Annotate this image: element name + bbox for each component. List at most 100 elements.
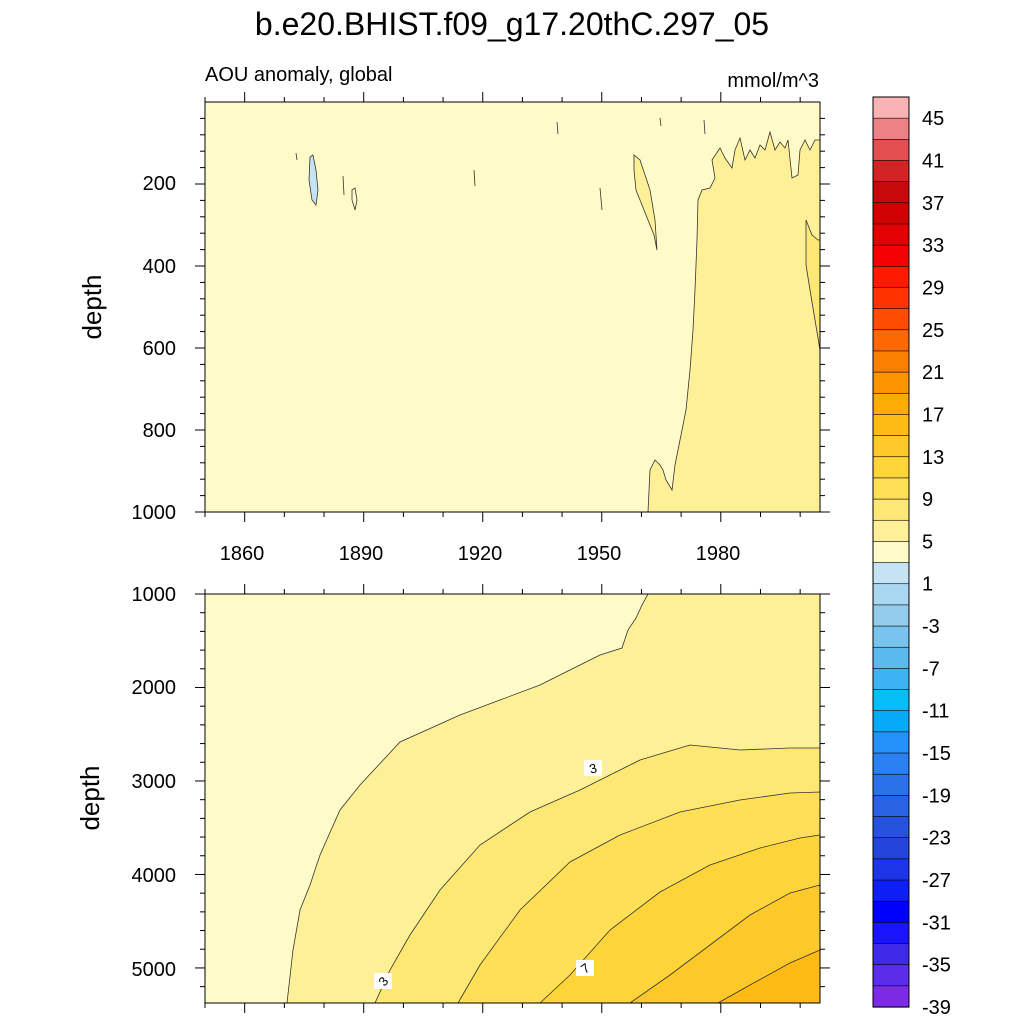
top-contour-mark xyxy=(703,119,706,135)
y-tick-label: 800 xyxy=(143,420,176,442)
bottom-y-axis-label: depth xyxy=(75,765,105,830)
top-y-axis-label: depth xyxy=(77,274,107,339)
colorbar-cell xyxy=(872,625,910,648)
top-contour-mark xyxy=(342,175,345,196)
y-tick-label: 1000 xyxy=(132,502,177,524)
colorbar-cell xyxy=(872,371,910,394)
panel-subtitle: AOU anomaly, global xyxy=(205,64,393,86)
contour-label-text: 3 xyxy=(588,760,599,776)
colorbar-cell xyxy=(872,96,910,119)
colorbar-label: 21 xyxy=(922,362,944,384)
top-contour-blob xyxy=(351,187,358,211)
colorbar-cell xyxy=(872,160,910,183)
top-ytick-labels: 200 400 600 800 1000 xyxy=(132,173,177,524)
colorbar-cell xyxy=(872,244,910,267)
colorbar-cell xyxy=(872,858,910,881)
colorbar-cell xyxy=(872,689,910,712)
colorbar-label: -39 xyxy=(922,997,951,1019)
colorbar-label: 41 xyxy=(922,150,944,172)
colorbar-cell xyxy=(872,964,910,987)
colorbar-cell xyxy=(872,879,910,902)
colorbar-cell xyxy=(872,266,910,289)
y-tick-label: 3000 xyxy=(132,771,177,793)
top-contour-mark xyxy=(556,121,559,135)
colorbar-cell xyxy=(872,562,910,585)
colorbar-cell xyxy=(872,350,910,373)
top-warm-patch xyxy=(633,154,658,251)
colorbar-cell xyxy=(872,541,910,564)
colorbar-label: 13 xyxy=(922,447,944,469)
x-tick-label: 1980 xyxy=(696,543,741,565)
colorbar-cell xyxy=(872,710,910,733)
colorbar-cell xyxy=(872,795,910,818)
top-ticks xyxy=(195,92,830,522)
top-xtick-labels: 1860 1890 1920 1950 1980 xyxy=(220,543,741,565)
colorbar-cell xyxy=(872,223,910,246)
colorbar-label: -7 xyxy=(922,658,940,680)
colorbar-cell xyxy=(872,943,910,966)
colorbar-cell xyxy=(872,308,910,331)
top-cold-spot xyxy=(308,154,319,206)
colorbar-frame xyxy=(872,96,910,1008)
colorbar-cell xyxy=(872,435,910,458)
x-tick-label: 1890 xyxy=(339,543,384,565)
bottom-ticks xyxy=(195,584,830,1013)
colorbar-cell xyxy=(872,456,910,479)
colorbar-cell xyxy=(872,498,910,521)
bottom-ytick-labels: 1000 2000 3000 4000 5000 xyxy=(132,584,177,981)
colorbar-cell xyxy=(872,752,910,775)
colorbar-cell xyxy=(872,816,910,839)
colorbar-label: 37 xyxy=(922,193,944,215)
colorbar-cell xyxy=(872,202,910,225)
y-tick-label: 2000 xyxy=(132,677,177,699)
colorbar-label: 29 xyxy=(922,277,944,299)
colorbar-cell xyxy=(872,414,910,437)
colorbar-cell xyxy=(872,668,910,691)
colorbar-cell xyxy=(872,583,910,606)
colorbar-cell xyxy=(872,519,910,543)
colorbar-cell xyxy=(872,117,910,140)
colorbar-cell xyxy=(872,922,910,945)
colorbar-label: 33 xyxy=(922,235,944,257)
contour-label: 3 xyxy=(374,973,392,989)
x-tick-label: 1860 xyxy=(220,543,265,565)
colorbar-cell xyxy=(872,985,910,1008)
top-panel: 1860 1890 1920 1950 1980 200 400 600 800… xyxy=(77,92,830,565)
colorbar-label: 1 xyxy=(922,574,933,596)
colorbar-label: 17 xyxy=(922,404,944,426)
bottom-panel: 3 3 7 1000 2000 3000 4000 5000 depth xyxy=(75,584,830,1013)
chart-title: b.e20.BHIST.f09_g17.20thC.297_05 xyxy=(255,6,769,42)
colorbar-label: -3 xyxy=(922,616,940,638)
colorbar-label: -35 xyxy=(922,955,951,977)
colorbar-cell xyxy=(872,181,910,204)
colorbar-cell xyxy=(872,139,910,162)
contour-label: 7 xyxy=(576,960,594,977)
y-tick-label: 4000 xyxy=(132,865,177,887)
colorbar-cell xyxy=(872,329,910,352)
units-label: mmol/m^3 xyxy=(727,70,819,92)
colorbar-cell xyxy=(872,837,910,860)
colorbar-cell xyxy=(872,604,910,627)
bottom-frame xyxy=(204,593,821,1004)
top-frame xyxy=(204,101,821,513)
colorbar-cell xyxy=(872,646,910,669)
colorbar-label: -15 xyxy=(922,743,951,765)
colorbar-label: -19 xyxy=(922,785,951,807)
y-tick-label: 400 xyxy=(143,256,176,278)
contour-label: 3 xyxy=(584,760,602,777)
colorbar-label: 45 xyxy=(922,108,944,130)
top-contour-mark xyxy=(659,117,662,127)
colorbar-label: 5 xyxy=(922,531,933,553)
x-tick-label: 1920 xyxy=(458,543,503,565)
colorbar-cell xyxy=(872,731,910,754)
colorbar-label: 25 xyxy=(922,320,944,342)
colorbar-cells xyxy=(872,96,910,1008)
colorbar-label: -31 xyxy=(922,912,951,934)
colorbar-cell xyxy=(872,287,910,310)
colorbar-label: -27 xyxy=(922,870,951,892)
top-warm-region xyxy=(647,130,821,513)
colorbar-cell xyxy=(872,773,910,796)
y-tick-label: 5000 xyxy=(132,959,177,981)
colorbar: 45 41 37 33 29 25 21 17 13 9 5 1 -3 -7 -11 -15 -19 -23 -27… xyxy=(872,96,951,1019)
